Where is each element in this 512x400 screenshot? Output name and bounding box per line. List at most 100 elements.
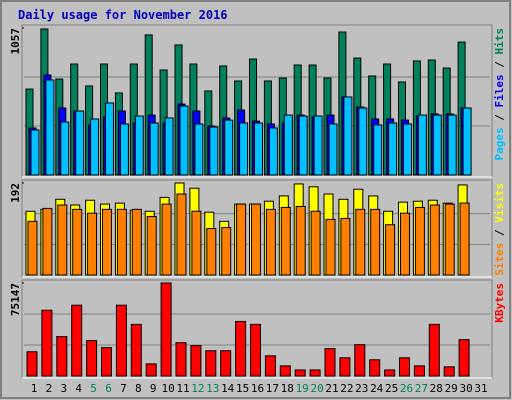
bar [190, 345, 202, 377]
x-tick-label: 30 [459, 382, 472, 395]
bar [101, 347, 112, 377]
bar [447, 114, 457, 176]
bar [403, 123, 412, 176]
bar [413, 365, 425, 377]
x-tick-label: 16 [251, 382, 264, 395]
bar [146, 216, 157, 276]
bar [42, 207, 53, 276]
x-tick-label: 2 [46, 382, 53, 395]
bar [294, 369, 306, 377]
bar [160, 282, 172, 377]
x-tick-label: 24 [370, 382, 384, 395]
bar [432, 114, 442, 176]
bar [149, 122, 159, 176]
legend-separator: / [493, 55, 506, 75]
bar [339, 357, 351, 377]
bar [236, 203, 247, 276]
x-tick-label: 20 [310, 382, 323, 395]
bar [443, 366, 455, 377]
legend-entry: Files [493, 74, 506, 107]
bar [87, 212, 98, 276]
bar [280, 206, 291, 276]
bar [283, 114, 293, 176]
x-tick-label: 13 [206, 382, 219, 395]
bar [309, 369, 321, 377]
x-tick-label: 28 [430, 382, 443, 395]
legend-entry: Sites [493, 243, 506, 276]
x-tick-label: 15 [236, 382, 249, 395]
y-tick-label: 75147 [9, 283, 22, 316]
x-tick-label: 23 [355, 382, 368, 395]
bar [462, 107, 472, 176]
bar [57, 204, 68, 276]
x-tick-label: 27 [415, 382, 428, 395]
x-tick-label: 11 [176, 382, 189, 395]
bar [235, 320, 247, 377]
bar [175, 342, 187, 377]
x-tick-label: 29 [445, 382, 458, 395]
bar [417, 114, 427, 176]
bar [328, 123, 338, 176]
bar [90, 118, 100, 176]
bar [251, 203, 261, 276]
x-tick-label: 1 [31, 382, 38, 395]
bar [279, 365, 291, 377]
bar [72, 208, 83, 276]
bar [131, 208, 142, 276]
bar [179, 105, 189, 176]
bar [340, 217, 351, 276]
bar [369, 359, 381, 377]
bar [264, 355, 276, 377]
bar [209, 126, 219, 176]
x-tick-label: 14 [221, 382, 235, 395]
bar [313, 115, 323, 176]
bar [399, 357, 410, 377]
x-tick-label: 3 [60, 382, 67, 395]
bar [102, 208, 112, 276]
x-tick-label: 8 [135, 382, 142, 395]
bar [385, 224, 396, 276]
bar [220, 350, 232, 377]
x-tick-label: 26 [400, 382, 413, 395]
x-tick-label: 10 [161, 382, 174, 395]
bar [71, 304, 83, 377]
x-tick-label: 19 [296, 382, 309, 395]
bar [239, 122, 249, 176]
bar [105, 102, 114, 176]
bar [428, 323, 440, 377]
x-tick-label: 6 [105, 382, 112, 395]
bar [30, 129, 40, 176]
bar [414, 206, 425, 276]
bar [161, 203, 172, 276]
bar [324, 348, 336, 377]
bar [358, 107, 368, 176]
legend: KBytes [493, 283, 506, 323]
x-tick-label: 4 [75, 382, 82, 395]
bar [459, 202, 470, 276]
bar [444, 203, 455, 276]
bar [325, 218, 336, 276]
bar [134, 115, 144, 176]
bar [75, 110, 85, 176]
bar [26, 351, 38, 377]
bar [268, 127, 278, 176]
bar [295, 205, 306, 276]
x-tick-label: 12 [191, 382, 204, 395]
legend-entry: Visits [493, 183, 506, 223]
bar [355, 208, 366, 276]
bar [221, 227, 232, 276]
x-tick-label: 5 [90, 382, 97, 395]
x-tick-label: 17 [266, 382, 279, 395]
bar [164, 117, 174, 176]
y-tick-label: 1057 [9, 28, 22, 55]
x-tick-label: 9 [150, 382, 157, 395]
bar [429, 204, 440, 276]
x-tick-label: 7 [120, 382, 127, 395]
x-tick-label: 18 [281, 382, 294, 395]
bar [458, 339, 470, 377]
bar [86, 340, 98, 377]
legend-separator: / [493, 223, 506, 243]
chart-title: Daily usage for November 2016 [18, 8, 228, 22]
